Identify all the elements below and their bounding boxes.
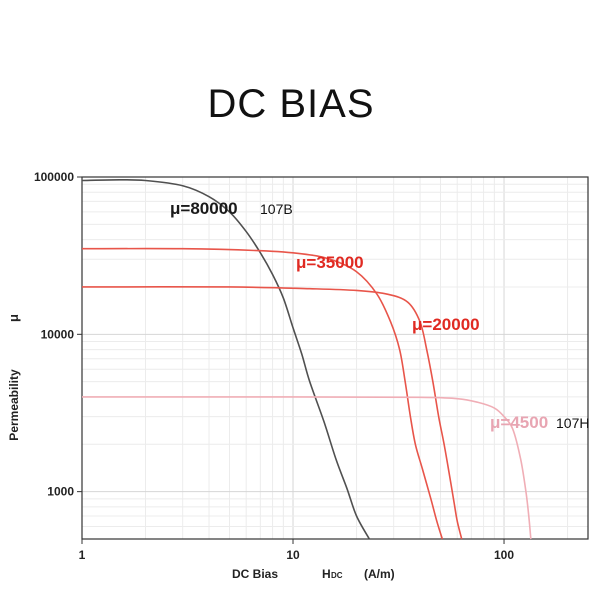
x-tick-label: 100 — [494, 548, 514, 562]
series-labels: μ=80000 107B μ=35000 μ=20000 μ=4500 107H — [170, 199, 589, 432]
y-tick-label: 10000 — [41, 327, 75, 341]
plot-frame — [81, 176, 589, 540]
y-axis-label: Permeability — [7, 369, 21, 441]
y-tick-label: 1000 — [47, 485, 74, 499]
y-axis-symbol: μ — [6, 314, 21, 322]
x-axis-h-symbol: H — [322, 567, 331, 581]
series-curves — [81, 178, 532, 540]
chart-grid — [81, 176, 588, 540]
series-name-label: μ=4500 — [490, 413, 548, 432]
series-tag-label: 107H — [556, 415, 589, 431]
series-line-1 — [81, 178, 371, 540]
series-name-label: μ=20000 — [412, 315, 480, 334]
axis-labels: DC Bias H DC (A/m) Permeability μ — [6, 314, 395, 581]
x-axis-unit: (A/m) — [364, 567, 395, 581]
series-line-2 — [81, 247, 444, 540]
y-tick-label: 100000 — [34, 170, 74, 184]
x-axis-label: DC Bias — [232, 567, 278, 581]
series-line-4 — [81, 396, 532, 540]
axis-ticks: 1 10 100 1000 10000 100000 — [34, 170, 514, 562]
page-title: DC BIAS — [207, 82, 375, 126]
series-tag-label: 107B — [260, 201, 293, 217]
series-name-label: μ=35000 — [296, 253, 364, 272]
x-tick-label: 10 — [286, 548, 300, 562]
x-tick-label: 1 — [79, 548, 86, 562]
series-name-label: μ=80000 — [170, 199, 238, 218]
series-line-3 — [81, 286, 463, 540]
x-axis-h-subscript: DC — [331, 571, 343, 580]
